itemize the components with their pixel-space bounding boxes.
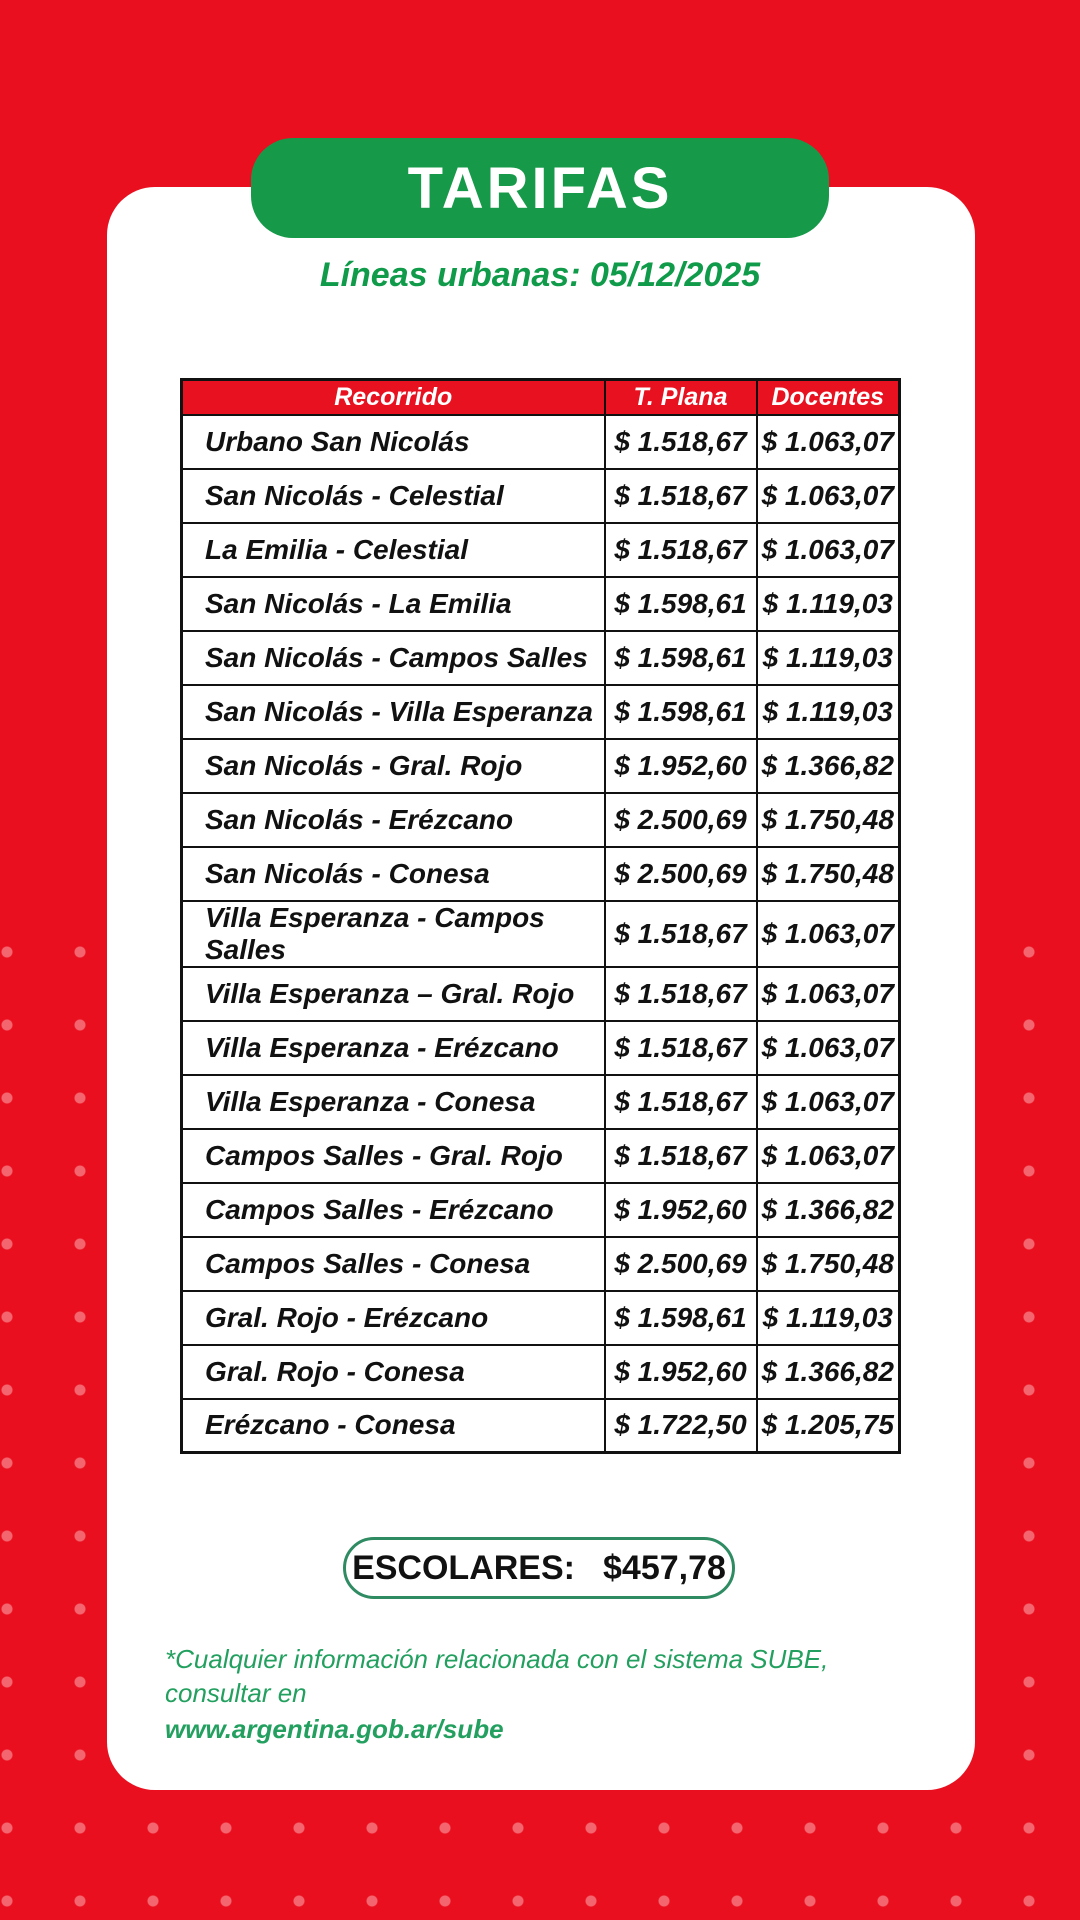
title-banner: TARIFAS — [251, 138, 829, 238]
docentes-cell: $ 1.366,82 — [755, 1181, 901, 1238]
route-cell: San Nicolás - Villa Esperanza — [180, 683, 606, 740]
table-row: San Nicolás - Gral. Rojo $ 1.952,60 $ 1.36… — [180, 737, 901, 794]
route-cell: San Nicolás - Campos Salles — [180, 629, 606, 686]
plana-cell: $ 1.518,67 — [603, 899, 758, 968]
plana-cell: $ 2.500,69 — [603, 791, 758, 848]
table-row: Urbano San Nicolás $ 1.518,67 $ 1.063,07 — [180, 413, 901, 470]
route-cell: Villa Esperanza – Gral. Rojo — [180, 965, 606, 1022]
route-cell: San Nicolás - Erézcano — [180, 791, 606, 848]
fare-table-body: Urbano San Nicolás $ 1.518,67 $ 1.063,07 Sa… — [180, 413, 901, 1454]
table-row: Campos Salles - Conesa $ 2.500,69 $ 1.750,… — [180, 1235, 901, 1292]
fares-table: Recorrido T. Plana Docentes Urbano San N… — [180, 378, 901, 1454]
plana-cell: $ 1.518,67 — [603, 521, 758, 578]
docentes-cell: $ 1.063,07 — [755, 1127, 901, 1184]
docentes-cell: $ 1.750,48 — [755, 845, 901, 902]
route-cell: Gral. Rojo - Erézcano — [180, 1289, 606, 1346]
table-row: Villa Esperanza - Campos Salles $ 1.518,6… — [180, 899, 901, 968]
plana-cell: $ 1.598,61 — [603, 575, 758, 632]
table-row: Villa Esperanza - Erézcano $ 1.518,67 $ 1.… — [180, 1019, 901, 1076]
docentes-cell: $ 1.063,07 — [755, 1019, 901, 1076]
route-cell: Erézcano - Conesa — [180, 1397, 606, 1454]
docentes-cell: $ 1.119,03 — [755, 683, 901, 740]
route-cell: Campos Salles - Erézcano — [180, 1181, 606, 1238]
docentes-cell: $ 1.063,07 — [755, 965, 901, 1022]
plana-cell: $ 1.952,60 — [603, 1343, 758, 1400]
table-row: San Nicolás - Erézcano $ 2.500,69 $ 1.750,… — [180, 791, 901, 848]
escolares-label: ESCOLARES: — [352, 1548, 575, 1587]
table-row: San Nicolás - Celestial $ 1.518,67 $ 1.063… — [180, 467, 901, 524]
escolares-value: $457,78 — [603, 1548, 726, 1587]
plana-cell: $ 1.518,67 — [603, 965, 758, 1022]
plana-cell: $ 1.518,67 — [603, 413, 758, 470]
table-row: La Emilia - Celestial $ 1.518,67 $ 1.063,0… — [180, 521, 901, 578]
docentes-cell: $ 1.063,07 — [755, 1073, 901, 1130]
table-row: Erézcano - Conesa $ 1.722,50 $ 1.205,75 — [180, 1397, 901, 1454]
route-cell: La Emilia - Celestial — [180, 521, 606, 578]
plana-cell: $ 2.500,69 — [603, 1235, 758, 1292]
route-cell: Villa Esperanza - Erézcano — [180, 1019, 606, 1076]
page-title: TARIFAS — [407, 155, 673, 221]
column-header-docentes: Docentes — [755, 378, 901, 416]
sube-info-note: *Cualquier información relacionada con e… — [165, 1642, 935, 1746]
docentes-cell: $ 1.063,07 — [755, 413, 901, 470]
route-cell: San Nicolás - Conesa — [180, 845, 606, 902]
table-row: San Nicolás - Campos Salles $ 1.598,61 $ 1… — [180, 629, 901, 686]
docentes-cell: $ 1.119,03 — [755, 629, 901, 686]
table-row: Campos Salles - Gral. Rojo $ 1.518,67 $ 1.… — [180, 1127, 901, 1184]
plana-cell: $ 2.500,69 — [603, 845, 758, 902]
docentes-cell: $ 1.750,48 — [755, 1235, 901, 1292]
route-cell: Villa Esperanza - Campos Salles — [180, 899, 606, 968]
subtitle-date: Líneas urbanas: 05/12/2025 — [319, 256, 761, 294]
route-cell: Villa Esperanza - Conesa — [180, 1073, 606, 1130]
plana-cell: $ 1.598,61 — [603, 683, 758, 740]
table-row: Villa Esperanza - Conesa $ 1.518,67 $ 1.06… — [180, 1073, 901, 1130]
table-row: Villa Esperanza – Gral. Rojo $ 1.518,67 $ … — [180, 965, 901, 1022]
docentes-cell: $ 1.750,48 — [755, 791, 901, 848]
table-row: Campos Salles - Erézcano $ 1.952,60 $ 1.36… — [180, 1181, 901, 1238]
docentes-cell: $ 1.063,07 — [755, 899, 901, 968]
docentes-cell: $ 1.119,03 — [755, 575, 901, 632]
column-header-recorrido: Recorrido — [180, 378, 606, 416]
plana-cell: $ 1.518,67 — [603, 1127, 758, 1184]
table-row: Gral. Rojo - Erézcano $ 1.598,61 $ 1.119,0… — [180, 1289, 901, 1346]
route-cell: San Nicolás - Gral. Rojo — [180, 737, 606, 794]
plana-cell: $ 1.598,61 — [603, 1289, 758, 1346]
plana-cell: $ 1.952,60 — [603, 1181, 758, 1238]
route-cell: Urbano San Nicolás — [180, 413, 606, 470]
docentes-cell: $ 1.063,07 — [755, 521, 901, 578]
sube-note-text: *Cualquier información relacionada con e… — [165, 1644, 829, 1708]
route-cell: Gral. Rojo - Conesa — [180, 1343, 606, 1400]
route-cell: San Nicolás - La Emilia — [180, 575, 606, 632]
docentes-cell: $ 1.366,82 — [755, 1343, 901, 1400]
table-row: San Nicolás - Villa Esperanza $ 1.598,61 $… — [180, 683, 901, 740]
column-header-t-plana: T. Plana — [603, 378, 758, 416]
plana-cell: $ 1.518,67 — [603, 467, 758, 524]
docentes-cell: $ 1.119,03 — [755, 1289, 901, 1346]
docentes-cell: $ 1.366,82 — [755, 737, 901, 794]
docentes-cell: $ 1.063,07 — [755, 467, 901, 524]
table-row: Gral. Rojo - Conesa $ 1.952,60 $ 1.366,82 — [180, 1343, 901, 1400]
route-cell: San Nicolás - Celestial — [180, 467, 606, 524]
route-cell: Campos Salles - Gral. Rojo — [180, 1127, 606, 1184]
plana-cell: $ 1.518,67 — [603, 1019, 758, 1076]
plana-cell: $ 1.518,67 — [603, 1073, 758, 1130]
escolares-fare-box: ESCOLARES: $457,78 — [343, 1537, 735, 1599]
sube-url: www.argentina.gob.ar/sube — [165, 1714, 504, 1744]
table-row: San Nicolás - La Emilia $ 1.598,61 $ 1.119… — [180, 575, 901, 632]
route-cell: Campos Salles - Conesa — [180, 1235, 606, 1292]
docentes-cell: $ 1.205,75 — [755, 1397, 901, 1454]
plana-cell: $ 1.598,61 — [603, 629, 758, 686]
plana-cell: $ 1.952,60 — [603, 737, 758, 794]
table-header-row: Recorrido T. Plana Docentes — [180, 378, 901, 416]
table-row: San Nicolás - Conesa $ 2.500,69 $ 1.750,48 — [180, 845, 901, 902]
plana-cell: $ 1.722,50 — [603, 1397, 758, 1454]
